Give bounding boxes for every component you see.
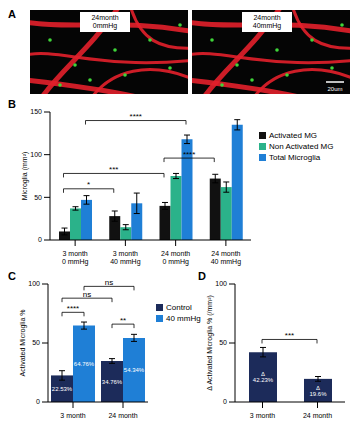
svg-text:24 month: 24 month [108, 412, 137, 419]
svg-text:****: **** [67, 304, 79, 313]
svg-text:ns: ns [105, 278, 113, 287]
svg-text:3 month: 3 month [250, 412, 275, 419]
svg-text:*: * [87, 180, 90, 189]
svg-text:3 month0 mmHg: 3 month0 mmHg [62, 250, 89, 266]
svg-text:24 month: 24 month [303, 412, 332, 419]
svg-text:ns: ns [83, 290, 91, 299]
svg-text:3 month40 mmHg: 3 month40 mmHg [110, 250, 140, 266]
svg-text:Δ42.23%: Δ42.23% [253, 371, 274, 383]
svg-text:50: 50 [219, 339, 227, 346]
html-text:A: A [8, 8, 16, 20]
svg-text:Microglia (mm²): Microglia (mm²) [21, 152, 29, 201]
svg-text:100: 100 [30, 151, 42, 158]
svg-text:Δ19.6%: Δ19.6% [309, 385, 327, 397]
svg-text:20um: 20um [327, 86, 342, 92]
svg-text:64.76%: 64.76% [74, 361, 95, 367]
svg-text:50: 50 [34, 194, 42, 201]
svg-text:***: *** [109, 165, 118, 174]
svg-text:**: ** [120, 316, 126, 325]
svg-text:24month40mmHg: 24month40mmHg [253, 14, 282, 30]
svg-text:***: *** [285, 331, 294, 340]
svg-text:0: 0 [38, 236, 42, 243]
html-text:D: D [198, 270, 206, 282]
svg-text:24 month0 mmHg: 24 month0 mmHg [161, 250, 190, 266]
svg-text:150: 150 [30, 108, 42, 115]
svg-text:Δ Activated Microglia % (/mm²): Δ Activated Microglia % (/mm²) [206, 295, 214, 391]
svg-text:22.53%: 22.53% [52, 386, 73, 392]
svg-text:50: 50 [32, 339, 40, 346]
svg-text:0: 0 [223, 398, 227, 405]
svg-text:0: 0 [36, 398, 40, 405]
svg-text:100: 100 [28, 280, 40, 287]
html-text:C: C [8, 270, 16, 282]
svg-text:24 month40 mmHg: 24 month40 mmHg [211, 250, 241, 266]
html-text:Activated MG: Activated MG [269, 131, 317, 140]
svg-text:Activated Microglia %: Activated Microglia % [19, 310, 27, 377]
svg-text:****: **** [130, 112, 142, 121]
svg-text:54.34%: 54.34% [124, 367, 145, 373]
html-text:Non Activated MG: Non Activated MG [269, 142, 334, 151]
html-text:Control: Control [166, 303, 192, 312]
html-text:B: B [8, 98, 16, 110]
svg-text:24month0mmHg: 24month0mmHg [91, 14, 118, 30]
svg-text:34.76%: 34.76% [102, 379, 123, 385]
svg-text:3 month: 3 month [60, 412, 85, 419]
html-text:40 mmHg: 40 mmHg [166, 314, 201, 323]
html-text:Total Microglia: Total Microglia [269, 153, 321, 162]
svg-text:****: **** [183, 150, 195, 159]
svg-text:100: 100 [215, 280, 227, 287]
